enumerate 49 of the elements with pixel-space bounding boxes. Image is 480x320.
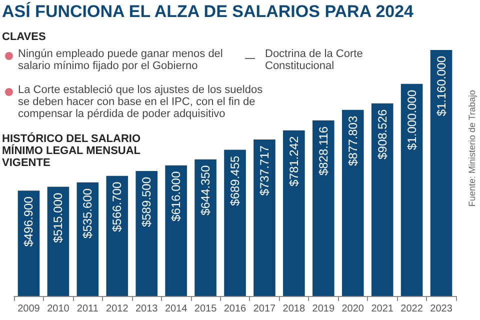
data-label: $828.116 xyxy=(316,126,330,176)
x-tick-label: 2017 xyxy=(253,304,276,314)
x-tick-label: 2022 xyxy=(400,304,424,314)
x-tick-label: 2019 xyxy=(312,304,335,314)
bar xyxy=(106,176,128,296)
bar xyxy=(342,110,364,296)
annotation: La Corte estableció que los ajustes de los sueldos se deben hacer con base en el IPC, con el fin de compensar la pérdida de poder adquisitivo xyxy=(18,84,264,120)
data-label: $1.160.000 xyxy=(434,56,448,116)
x-tick-label: 2011 xyxy=(76,304,99,314)
data-label: $781.242 xyxy=(286,136,301,186)
bar xyxy=(371,103,394,296)
x-tick-label: 2021 xyxy=(371,304,394,314)
data-label: $908.526 xyxy=(375,109,390,160)
data-label: $566.700 xyxy=(110,182,124,232)
data-label: $689.455 xyxy=(228,155,242,206)
x-tick-label: 2009 xyxy=(18,304,40,314)
bar xyxy=(430,50,452,296)
text: CLAVES xyxy=(2,31,46,43)
text: HISTÓRICO DEL SALARIO MÍNIMO LEGAL MENSUAL VIGENTE xyxy=(2,133,142,169)
source-note: Fuente: Ministerio de Trabajo xyxy=(466,90,478,207)
annotation: Ningún empleado puede ganar menos del salario mínimo fijado por el Gobierno xyxy=(18,48,224,72)
data-label: $644.350 xyxy=(198,165,213,216)
x-tick-label: 2010 xyxy=(47,304,70,314)
chart-title: ASÍ FUNCIONA EL ALZA DE SALARIOS PARA 2024 xyxy=(2,2,414,22)
bar xyxy=(312,120,334,296)
data-label: $877.803 xyxy=(346,116,360,166)
x-tick-label: 2014 xyxy=(164,304,188,314)
bar xyxy=(283,130,305,296)
data-label: $1.000.000 xyxy=(404,90,419,150)
bar xyxy=(254,140,276,296)
x-tick-label: 2016 xyxy=(224,304,247,314)
x-tick-label: 2015 xyxy=(194,304,218,314)
bar xyxy=(165,165,187,296)
bar xyxy=(224,150,246,296)
x-tick-label: 2018 xyxy=(282,304,306,314)
data-label: $616.000 xyxy=(169,171,184,222)
data-label: $515.000 xyxy=(51,192,66,243)
data-label: $737.717 xyxy=(257,145,272,196)
annotation: Doctrina de la Corte Constitucional xyxy=(265,48,364,72)
data-label: $535.600 xyxy=(80,188,95,238)
bar xyxy=(400,84,423,296)
x-tick-label: 2012 xyxy=(106,304,129,314)
x-tick-label: 2023 xyxy=(430,304,453,314)
bar xyxy=(136,170,158,296)
data-label: $496.900 xyxy=(22,196,36,247)
x-tick-label: 2020 xyxy=(342,304,364,314)
data-label: $589.500 xyxy=(140,176,154,228)
bar xyxy=(194,159,216,296)
x-tick-label: 2013 xyxy=(135,304,158,314)
